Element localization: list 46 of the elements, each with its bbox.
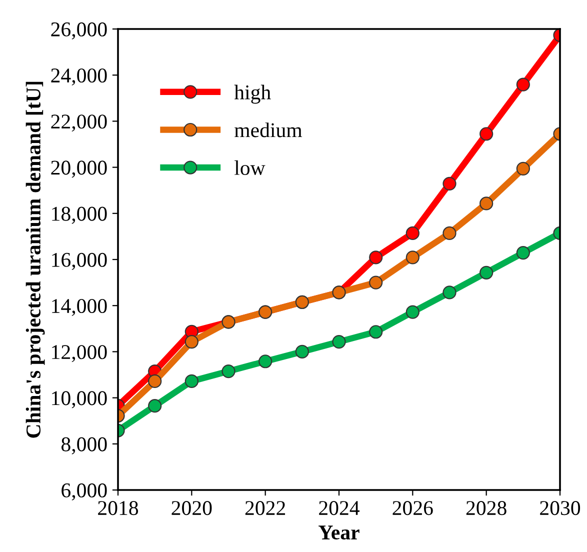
- point: [406, 250, 420, 264]
- y-tick-label: 16,000: [52, 252, 107, 270]
- point: [480, 127, 494, 141]
- point: [184, 334, 198, 349]
- x-tick-label: 2020: [172, 501, 212, 516]
- point: [442, 176, 456, 190]
- point: [148, 374, 162, 388]
- y-tick-label: 22,000: [51, 114, 107, 132]
- x-axis-title: Year: [318, 526, 360, 540]
- y-tick-label: 12,000: [52, 345, 107, 362]
- x-tick-label: 2022: [245, 501, 286, 516]
- y-axis-title: China's projected uranium demand [tU]: [26, 82, 45, 438]
- point: [184, 374, 198, 388]
- x-tick-label: 2018: [98, 501, 138, 516]
- y-tick-label: 14,000: [52, 298, 107, 316]
- point: [516, 78, 530, 92]
- point: [369, 250, 383, 264]
- point: [295, 344, 309, 359]
- x-tick-label: 2026: [392, 501, 433, 516]
- x-tick-label: 2024: [319, 501, 360, 516]
- y-tick-label: 8,000: [62, 437, 107, 454]
- x-tick-label: 2028: [466, 501, 506, 516]
- point: [516, 246, 530, 260]
- y-tick-label: 6,000: [62, 483, 107, 500]
- x-tick-label: 2030: [540, 501, 580, 516]
- y-tick-label: 26,000: [51, 22, 107, 40]
- y-tick-label: 24,000: [51, 68, 107, 86]
- legend-label: low: [234, 160, 266, 176]
- point: [406, 305, 420, 319]
- point: [516, 162, 530, 176]
- y-tick-label: 10,000: [52, 391, 107, 408]
- point: [148, 399, 162, 413]
- point: [222, 364, 236, 378]
- point: [406, 226, 420, 240]
- point: [369, 325, 383, 339]
- point: [258, 354, 272, 368]
- point: [332, 334, 346, 349]
- point: [369, 276, 383, 290]
- point: [480, 266, 494, 280]
- legend-label: medium: [234, 122, 302, 138]
- legend-label: high: [234, 84, 271, 104]
- point: [442, 286, 456, 300]
- point: [480, 196, 494, 210]
- y-tick-label: 18,000: [52, 206, 107, 224]
- point: [442, 226, 456, 240]
- y-tick-label: 20,000: [51, 160, 107, 178]
